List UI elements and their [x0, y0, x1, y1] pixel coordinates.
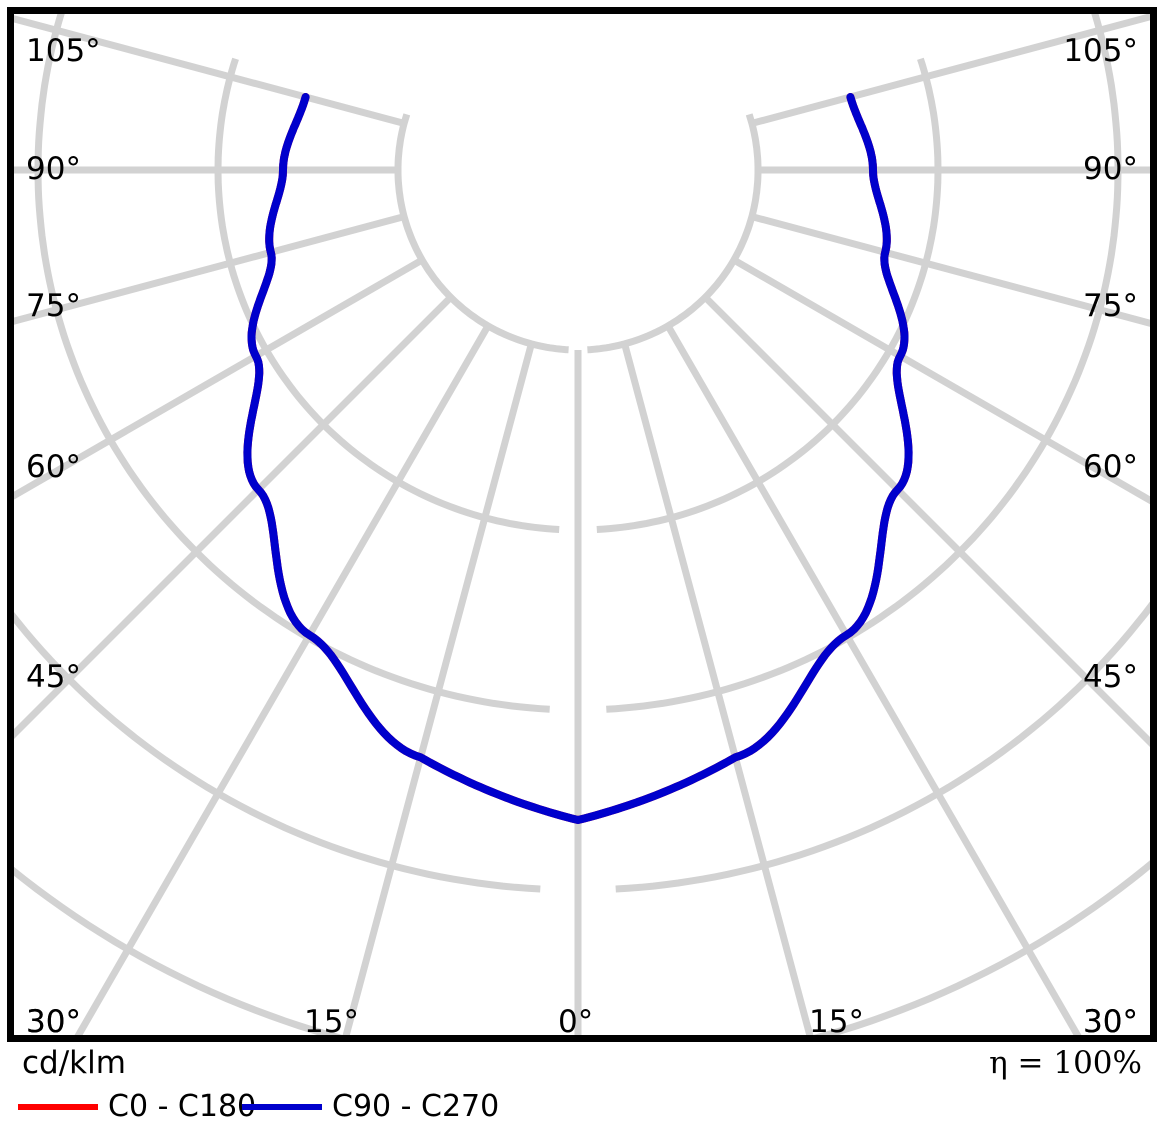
grid-spoke	[664, 324, 1082, 1035]
grid-spoke	[750, 14, 1150, 127]
axis-label-left-30: 30°	[26, 1004, 81, 1040]
axis-label-bottom-15-right: 15°	[809, 1004, 864, 1040]
grid-spoke	[342, 342, 535, 1035]
grid-spoke	[14, 256, 424, 500]
grid-spoke	[732, 256, 1150, 505]
unit-label: cd/klm	[22, 1045, 126, 1081]
axis-label-right-90: 90°	[1083, 151, 1138, 187]
plot-frame: 105° 90° 75° 60° 45° 30° 105° 90° 75° 60…	[7, 7, 1157, 1042]
grid-spoke	[14, 294, 454, 739]
axis-label-left-90: 90°	[26, 151, 81, 187]
axis-label-right-60: 60°	[1083, 449, 1138, 485]
axis-label-bottom-30-right: 30°	[1083, 1004, 1138, 1040]
axis-label-right-45: 45°	[1083, 659, 1138, 695]
grid-ring	[606, 14, 1122, 713]
axis-label-bottom-15-left: 15°	[304, 1004, 359, 1040]
polar-grid-and-curves	[14, 14, 1150, 1035]
axis-label-right-75: 75°	[1083, 288, 1138, 324]
axis-label-left-105: 105°	[26, 33, 101, 69]
grid-ring	[214, 57, 560, 533]
legend-swatch-c90-c270	[242, 1104, 322, 1110]
grid-ring	[34, 14, 550, 713]
grid-spoke	[702, 294, 1150, 747]
grid-spoke	[74, 324, 492, 1035]
polar-grid	[14, 14, 1150, 1035]
grid-ring	[394, 113, 569, 354]
grid-ring	[14, 611, 541, 893]
grid-spoke	[14, 15, 406, 127]
chart-legend: cd/klm η = 100% C0 - C180 C90 - C270	[0, 1042, 1164, 1143]
axis-label-left-75: 75°	[26, 288, 81, 324]
grid-ring	[14, 866, 343, 1035]
axis-label-right-30: 30°	[1083, 1004, 1138, 1040]
axis-label-left-60: 60°	[26, 449, 81, 485]
legend-label-c0-c180: C0 - C180	[108, 1089, 257, 1124]
curve-c90-c270	[243, 93, 913, 824]
axis-label-bottom-30-left: 30°	[26, 1004, 81, 1040]
grid-ring	[596, 57, 942, 533]
grid-spoke	[14, 213, 406, 325]
legend-label-c90-c270: C90 - C270	[332, 1089, 500, 1124]
distribution-curves	[243, 93, 913, 824]
axis-label-right-105: 105°	[1063, 33, 1138, 69]
grid-ring	[615, 601, 1150, 893]
grid-ring	[813, 860, 1150, 1035]
grid-spoke	[750, 213, 1150, 327]
axis-label-bottom-0: 0°	[558, 1004, 594, 1040]
legend-item-c0-c180: C0 - C180	[18, 1090, 256, 1124]
efficiency-label: η = 100%	[989, 1045, 1142, 1081]
grid-ring	[587, 113, 762, 354]
grid-spoke	[621, 342, 814, 1035]
legend-item-c90-c270: C90 - C270	[242, 1090, 499, 1124]
axis-label-left-45: 45°	[26, 659, 81, 695]
legend-swatch-c0-c180	[18, 1104, 98, 1110]
